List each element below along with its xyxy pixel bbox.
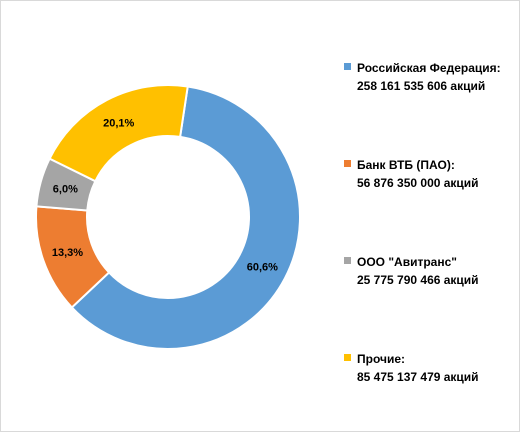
legend-swatch: [344, 63, 351, 70]
legend-label: ООО "Авитранс": [357, 255, 457, 269]
legend-detail: 258 161 535 606 акций: [357, 79, 486, 93]
slice-russian-federation: [70, 85, 301, 350]
slice-others: [48, 84, 189, 183]
legend-swatch: [344, 257, 351, 264]
slice-data-label: 60,6%: [247, 261, 278, 273]
legend-swatch: [344, 160, 351, 167]
legend-label: Российская Федерация:: [357, 61, 501, 75]
slice-data-label: 20,1%: [103, 118, 134, 130]
slice-data-label: 6,0%: [53, 184, 78, 196]
donut-chart: 60,6% 13,3% 6,0% 20,1%: [35, 84, 301, 350]
legend-swatch: [344, 354, 351, 361]
legend-detail: 56 876 350 000 акций: [357, 176, 479, 190]
slice-data-label: 13,3%: [52, 247, 83, 259]
legend-detail: 85 475 137 479 акций: [357, 370, 479, 384]
legend-label: Прочие:: [357, 352, 405, 366]
legend-label: Банк ВТБ (ПАО):: [357, 158, 455, 172]
legend-detail: 25 775 790 466 акций: [357, 273, 479, 287]
